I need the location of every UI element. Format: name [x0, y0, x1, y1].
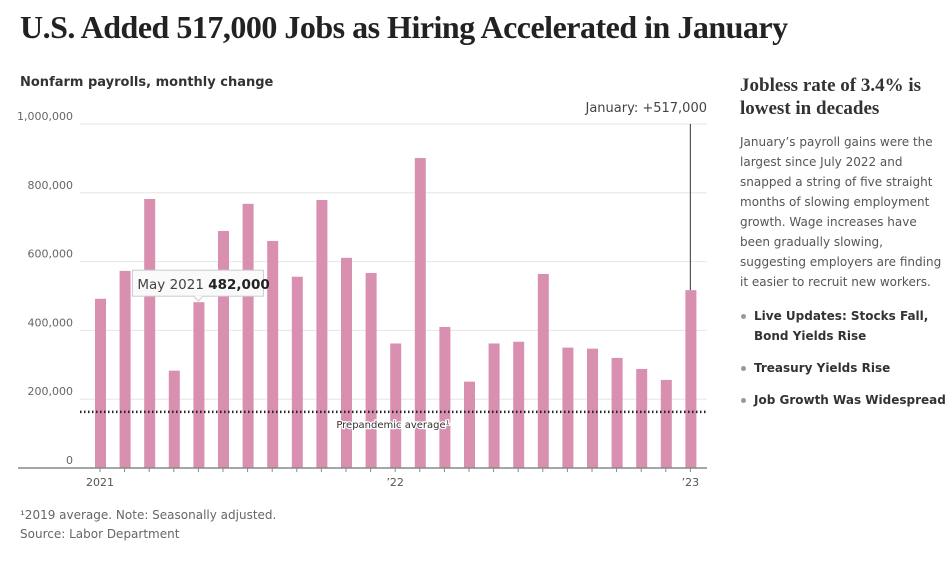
bar[interactable]	[390, 343, 402, 468]
reference-line-label: Prepandemic average¹	[336, 420, 449, 431]
tooltip-pointer	[193, 295, 204, 302]
related-link[interactable]: Treasury Yields Rise	[740, 358, 946, 378]
y-tick-label: 1,000,000	[17, 110, 73, 123]
bar[interactable]	[144, 198, 156, 468]
tooltip-month: May 2021	[137, 277, 208, 293]
bar[interactable]	[365, 272, 377, 468]
y-tick-label: 0	[66, 454, 73, 467]
bar[interactable]	[660, 379, 672, 468]
bar-chart: 0 200,000 400,000 600,000 800,000 1,000,000 20…	[17, 101, 707, 489]
bar[interactable]	[218, 230, 229, 468]
footnote: ¹2019 average. Note: Seasonally adjusted…	[20, 508, 277, 522]
x-tick-label: 2021	[86, 476, 114, 489]
bar[interactable]	[488, 343, 500, 468]
bar[interactable]	[587, 348, 598, 468]
bar[interactable]	[685, 290, 697, 468]
y-tick-label: 800,000	[28, 179, 74, 192]
bar[interactable]	[439, 326, 451, 468]
tooltip-value: 482,000	[208, 277, 270, 293]
y-tick-label: 400,000	[28, 316, 74, 329]
related-link[interactable]: Job Growth Was Widespread	[740, 390, 946, 410]
y-tick-label: 200,000	[28, 385, 74, 398]
x-tick-label: ’22	[386, 476, 404, 489]
tooltip-box	[131, 269, 264, 297]
bar[interactable]	[95, 298, 106, 468]
bar[interactable]	[193, 302, 205, 468]
tooltip-text: May 2021 482,000	[137, 277, 269, 293]
chart-title: Nonfarm payrolls, monthly change	[20, 75, 274, 90]
bar[interactable]	[341, 257, 352, 468]
x-tick-label: ’23	[682, 476, 700, 489]
annotation-label: January: +517,000	[584, 101, 707, 116]
sidebar-body: January’s payroll gains were the largest…	[740, 135, 942, 289]
bar[interactable]	[267, 240, 279, 468]
bar[interactable]	[414, 158, 426, 468]
footer: ¹2019 average. Note: Seasonally adjusted…	[20, 506, 276, 544]
sidebar: Jobless rate of 3.4% is lowest in decade…	[740, 74, 946, 422]
bar[interactable]	[636, 368, 648, 468]
bar[interactable]	[291, 276, 303, 468]
y-tick-label: 600,000	[28, 248, 74, 261]
bar[interactable]	[242, 203, 254, 469]
bar[interactable]	[464, 381, 475, 468]
related-link[interactable]: Live Updates: Stocks Fall, Bond Yields R…	[740, 306, 946, 346]
sidebar-heading: Jobless rate of 3.4% is lowest in decade…	[740, 75, 922, 119]
bar[interactable]	[316, 200, 328, 469]
bar[interactable]	[168, 370, 180, 468]
bar[interactable]	[562, 347, 574, 468]
bar[interactable]	[119, 270, 131, 468]
bar[interactable]	[537, 273, 549, 468]
source: Source: Labor Department	[20, 527, 180, 541]
headline: U.S. Added 517,000 Jobs as Hiring Accele…	[20, 9, 788, 45]
bar[interactable]	[513, 341, 525, 468]
